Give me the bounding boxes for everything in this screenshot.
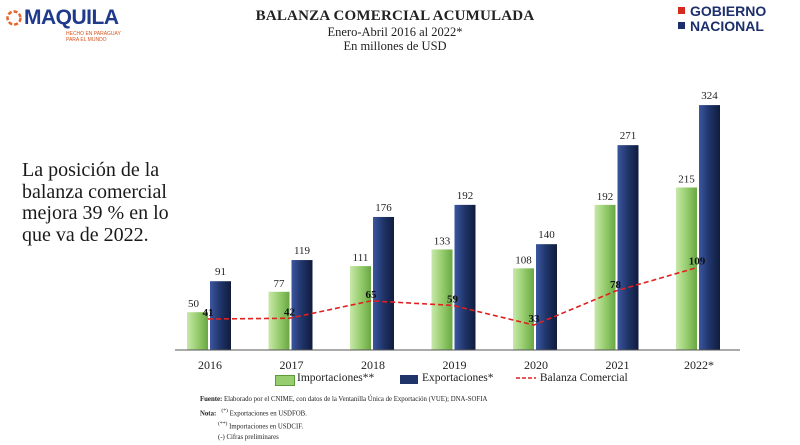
gobierno-nacional-logo: GOBIERNO NACIONAL bbox=[678, 4, 793, 38]
footnote-source: Fuente: Elaborado por el CNIME, con dato… bbox=[200, 396, 488, 403]
tick-label-2019: 2019 bbox=[443, 358, 467, 372]
legend-swatch-importaciones bbox=[275, 375, 295, 386]
tick-label-2020: 2020 bbox=[524, 358, 548, 372]
label-balanza-2022*: 109 bbox=[689, 256, 706, 268]
label-balanza-2019: 59 bbox=[447, 293, 459, 305]
label-importaciones-2021: 192 bbox=[597, 191, 614, 203]
bar-importaciones-2021 bbox=[594, 204, 616, 350]
bar-exportaciones-2020 bbox=[536, 244, 557, 350]
bar-importaciones-2019 bbox=[431, 249, 453, 350]
label-exportaciones-2019: 192 bbox=[457, 190, 474, 202]
footnote-note-3: (-) Cifras preliminares bbox=[218, 434, 279, 442]
label-balanza-2020: 33 bbox=[529, 313, 541, 325]
chart-footnotes: Fuente: Elaborado por el CNIME, con dato… bbox=[200, 395, 487, 444]
bar-importaciones-2022* bbox=[676, 187, 697, 350]
footnote-note-2: (**) Importaciones en USDCIF. bbox=[218, 421, 304, 431]
footnote-note-1: Nota: (*) Exportaciones en USDFOB. bbox=[200, 407, 307, 417]
gobierno-nacional-wordmark: GOBIERNO NACIONAL bbox=[690, 3, 767, 34]
chart-subtitle: Enero-Abril 2016 al 2022* bbox=[327, 25, 463, 39]
label-exportaciones-2017: 119 bbox=[294, 245, 311, 257]
trade-balance-chart: 50 91 41 77 119 42 111 176 65 133 192 59 108 140 33 192… bbox=[175, 90, 740, 372]
tick-label-2021: 2021 bbox=[606, 358, 630, 372]
maquila-tagline: HECHO EN PARAGUAY PARA EL MUNDO bbox=[66, 31, 121, 43]
label-importaciones-2019: 133 bbox=[434, 235, 451, 247]
tick-label-2018: 2018 bbox=[361, 358, 385, 372]
bar-importaciones-2017 bbox=[268, 291, 290, 350]
legend-label-importaciones: Importaciones** bbox=[297, 372, 375, 384]
bar-exportaciones-2021 bbox=[617, 145, 639, 350]
label-importaciones-2022*: 215 bbox=[678, 173, 695, 185]
label-balanza-2017: 42 bbox=[284, 306, 296, 318]
label-balanza-2018: 65 bbox=[366, 289, 378, 301]
label-importaciones-2016: 50 bbox=[188, 298, 200, 310]
legend-item-importaciones: Importaciones** bbox=[275, 372, 375, 386]
maquila-logo: MAQUILA HECHO EN PARAGUAY PARA EL MUNDO bbox=[6, 4, 126, 44]
chart-title-block: BALANZA COMERCIAL ACUMULADA Enero-Abril … bbox=[200, 8, 590, 53]
label-balanza-2021: 78 bbox=[610, 279, 622, 291]
legend-swatch-balanza bbox=[516, 377, 536, 380]
tick-label-2017: 2017 bbox=[280, 358, 304, 372]
flag-red-square-icon bbox=[678, 7, 685, 14]
bar-exportaciones-2018 bbox=[373, 216, 394, 350]
label-importaciones-2018: 111 bbox=[353, 252, 369, 264]
label-exportaciones-2016: 91 bbox=[215, 266, 226, 278]
label-importaciones-2020: 108 bbox=[515, 254, 532, 266]
chart-units: En millones de USD bbox=[343, 39, 447, 53]
label-exportaciones-2021: 271 bbox=[620, 130, 637, 142]
bar-exportaciones-2022* bbox=[699, 105, 720, 350]
label-exportaciones-2022*: 324 bbox=[701, 90, 718, 102]
bar-importaciones-2018 bbox=[350, 266, 371, 350]
flag-blue-square-icon bbox=[678, 22, 685, 29]
tick-label-2022*: 2022* bbox=[684, 358, 714, 372]
bar-importaciones-2016 bbox=[187, 312, 208, 350]
legend-label-balanza: Balanza Comercial bbox=[539, 372, 628, 384]
legend-swatch-exportaciones bbox=[400, 375, 418, 384]
label-exportaciones-2020: 140 bbox=[538, 229, 555, 241]
tick-label-2016: 2016 bbox=[198, 358, 222, 372]
bar-exportaciones-2017 bbox=[291, 260, 313, 350]
maquila-wordmark: MAQUILA bbox=[24, 6, 119, 29]
chart-title: BALANZA COMERCIAL ACUMULADA bbox=[255, 8, 535, 24]
label-importaciones-2017: 77 bbox=[274, 278, 286, 290]
bar-exportaciones-2016 bbox=[210, 281, 231, 350]
legend-item-balanza: Balanza Comercial bbox=[515, 372, 628, 384]
legend-item-exportaciones: Exportaciones* bbox=[400, 372, 494, 384]
bar-importaciones-2020 bbox=[513, 268, 534, 350]
legend-label-exportaciones: Exportaciones* bbox=[422, 372, 494, 384]
bar-exportaciones-2019 bbox=[454, 204, 476, 350]
label-balanza-2016: 41 bbox=[203, 307, 214, 319]
side-note: La posición de la balanza comercial mejo… bbox=[22, 159, 169, 246]
balanza-comercial-line bbox=[207, 266, 698, 326]
maquila-mark-icon bbox=[6, 10, 22, 26]
label-exportaciones-2018: 176 bbox=[375, 202, 392, 214]
